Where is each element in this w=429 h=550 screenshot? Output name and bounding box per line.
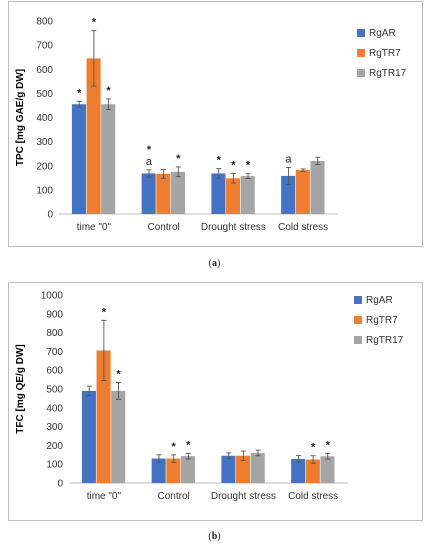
chart-0-bar-RgAR [211, 173, 226, 214]
chart-0-y-tick-label: 100 [36, 185, 53, 196]
chart-1-bar-RgTR7 [166, 458, 181, 483]
chart-0-significance-asterisk: * [77, 87, 82, 99]
chart-1-y-tick-label: 400 [46, 403, 63, 414]
chart-a-svg: TPC [mg GAE/g DW] 0 100 200 300 400 500 600 700 8… [15, 17, 407, 234]
chart-0-legend-label-RgTR17: RgTR17 [369, 68, 407, 79]
chart-0-bar-RgAR [141, 173, 156, 214]
chart-0-bar-RgTR7 [295, 170, 310, 214]
chart-0-bar-RgAR [281, 175, 296, 214]
chart-1-bar-RgTR7 [96, 350, 111, 483]
chart-1-significance-asterisk: * [326, 439, 331, 451]
chart-0-bar-RgTR17 [170, 171, 185, 214]
chart-0-bar-RgTR17 [310, 160, 325, 214]
chart-panel-b: TFC [mg QE/g DW] 0 100 200 300 400 500 600 700 80… [8, 282, 423, 521]
chart-0-significance-asterisk: * [147, 144, 152, 156]
chart-1-significance-asterisk: * [102, 306, 107, 318]
chart-1-legend-label-RgTR7: RgTR7 [366, 315, 398, 326]
chart-0-y-tick-label: 600 [36, 65, 53, 76]
chart-1-bar-RgTR17 [320, 456, 335, 483]
caption-b-letter: b [211, 531, 218, 542]
chart-1-legend-label-RgTR17: RgTR17 [366, 335, 404, 346]
chart-0-significance-asterisk: * [231, 159, 236, 171]
chart-0-bar-RgTR7 [156, 173, 171, 214]
chart-1-bar-RgTR17 [111, 390, 126, 483]
chart-0-legend-label-RgAR: RgAR [369, 28, 396, 39]
chart-0-x-category-label: Drought stress [201, 222, 266, 233]
chart-1-y-tick-label: 0 [57, 479, 63, 490]
chart-1-bar-RgTR7 [236, 455, 251, 483]
chart-0-legend-swatch-RgAR [357, 29, 365, 37]
chart-0-legend-swatch-RgTR17 [357, 69, 365, 77]
chart-0-bar-RgTR17 [240, 176, 255, 214]
chart-0-significance-asterisk: * [176, 153, 181, 165]
chart-1-bar-RgTR7 [305, 459, 320, 483]
chart-0-y-tick-label: 500 [36, 89, 53, 100]
chart-1-x-category-label: Cold stress [288, 491, 338, 502]
chart-1-y-tick-label: 300 [46, 422, 63, 433]
chart-1-y-tick-label: 800 [46, 328, 63, 339]
chart-0-y-tick-label: 400 [36, 113, 53, 124]
chart-0-significance-letter: a [285, 153, 292, 165]
caption-b-close: ) [217, 531, 221, 542]
chart-1-y-tick-label: 1000 [41, 291, 64, 302]
chart-1-legend-swatch-RgAR [354, 296, 362, 304]
chart-0-y-tick-label: 300 [36, 137, 53, 148]
chart-0-y-tick-label: 200 [36, 161, 53, 172]
chart-1-x-category-label: Drought stress [211, 491, 276, 502]
chart-0-y-tick-label: 700 [36, 41, 53, 52]
chart-1-legend-swatch-RgTR17 [354, 336, 362, 344]
chart-b-svg: TFC [mg QE/g DW] 0 100 200 300 400 500 600 700 80… [15, 291, 404, 503]
chart-1-y-tick-label: 700 [46, 347, 63, 358]
chart-1-significance-asterisk: * [311, 442, 316, 454]
caption-b-open: ( [208, 531, 212, 542]
chart-1-bar-RgAR [221, 455, 236, 483]
chart-0-bar-RgTR17 [101, 104, 116, 214]
chart-0-bar-RgTR7 [226, 178, 241, 214]
chart-1-significance-asterisk: * [186, 439, 191, 451]
chart-0-legend-label-RgTR7: RgTR7 [369, 48, 401, 59]
chart-0-x-category-label: Control [148, 222, 180, 233]
chart-1-significance-asterisk: * [116, 368, 121, 380]
caption-a-letter: a [212, 258, 217, 269]
chart-0-bar-RgTR7 [86, 58, 101, 214]
chart-1-x-category-label: time "0" [87, 491, 122, 502]
chart-1-bar-RgAR [81, 390, 96, 483]
chart-0-x-category-label: Cold stress [278, 222, 328, 233]
chart-1-y-tick-label: 900 [46, 309, 63, 320]
chart-1-y-axis-title: TFC [mg QE/g DW] [15, 344, 26, 433]
chart-1-y-tick-label: 600 [46, 366, 63, 377]
chart-0-significance-asterisk: * [92, 17, 97, 29]
chart-1-bar-RgAR [291, 458, 306, 483]
caption-a-close: ) [217, 258, 221, 269]
chart-1-bar-RgAR [151, 458, 166, 483]
chart-1-y-tick-label: 100 [46, 460, 63, 471]
chart-panel-a: TPC [mg GAE/g DW] 0 100 200 300 400 500 600 700 8… [8, 1, 423, 247]
chart-0-y-axis-title: TPC [mg GAE/g DW] [15, 69, 26, 166]
chart-1-significance-asterisk: * [171, 441, 176, 453]
chart-0-significance-letter: a [146, 156, 153, 168]
chart-1-x-category-label: Control [158, 491, 190, 502]
chart-0-significance-asterisk: * [217, 155, 222, 167]
chart-0-legend-swatch-RgTR7 [357, 49, 365, 57]
chart-0-y-tick-label: 0 [47, 210, 53, 221]
chart-1-y-tick-label: 500 [46, 385, 63, 396]
chart-1-legend-swatch-RgTR7 [354, 316, 362, 324]
chart-0-y-tick-label: 800 [36, 17, 53, 28]
chart-0-bar-RgAR [71, 104, 86, 214]
caption-a-open: ( [208, 258, 212, 269]
chart-1-legend-label-RgAR: RgAR [366, 295, 393, 306]
caption-a: (a) [0, 258, 429, 269]
chart-0-significance-asterisk: * [246, 160, 251, 172]
chart-0-x-category-label: time "0" [77, 222, 112, 233]
chart-1-bar-RgTR17 [250, 452, 265, 483]
chart-1-y-tick-label: 200 [46, 441, 63, 452]
chart-1-bar-RgTR17 [180, 456, 195, 483]
caption-b: (b) [0, 531, 429, 542]
chart-0-significance-asterisk: * [106, 85, 111, 97]
